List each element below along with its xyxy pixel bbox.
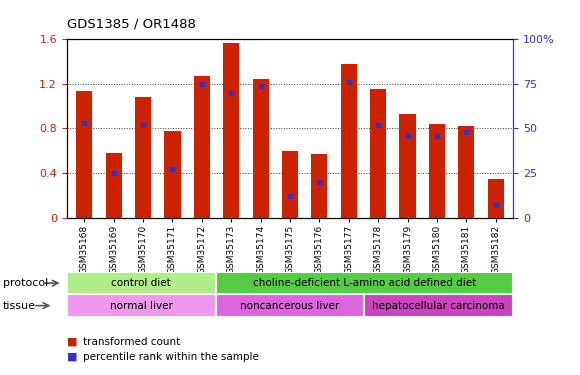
Bar	[364, 294, 513, 317]
Bar	[400, 114, 416, 218]
Bar	[429, 124, 445, 218]
Bar	[340, 64, 357, 217]
Bar	[67, 294, 216, 317]
Bar	[252, 80, 269, 218]
Bar	[458, 126, 474, 218]
Text: GDS1385 / OR1488: GDS1385 / OR1488	[67, 18, 195, 31]
Bar	[311, 154, 328, 218]
Bar	[76, 91, 92, 218]
Bar	[282, 151, 298, 217]
Bar	[194, 76, 210, 217]
Bar	[106, 153, 122, 218]
Text: hepatocellular carcinoma: hepatocellular carcinoma	[372, 301, 505, 310]
Bar	[135, 97, 151, 218]
Bar	[223, 43, 240, 218]
Text: protocol: protocol	[3, 278, 48, 288]
Bar	[67, 272, 216, 294]
Text: normal liver: normal liver	[110, 301, 173, 310]
Text: choline-deficient L-amino acid defined diet: choline-deficient L-amino acid defined d…	[253, 278, 476, 288]
Text: tissue: tissue	[3, 301, 36, 310]
Bar	[216, 294, 364, 317]
Text: control diet: control diet	[111, 278, 171, 288]
Text: ■: ■	[67, 352, 81, 362]
Text: percentile rank within the sample: percentile rank within the sample	[83, 352, 259, 362]
Bar	[370, 90, 386, 218]
Text: transformed count: transformed count	[83, 337, 180, 347]
Bar	[216, 272, 513, 294]
Text: noncancerous liver: noncancerous liver	[240, 301, 340, 310]
Bar	[164, 130, 180, 218]
Bar	[488, 178, 504, 218]
Text: ■: ■	[67, 337, 81, 347]
